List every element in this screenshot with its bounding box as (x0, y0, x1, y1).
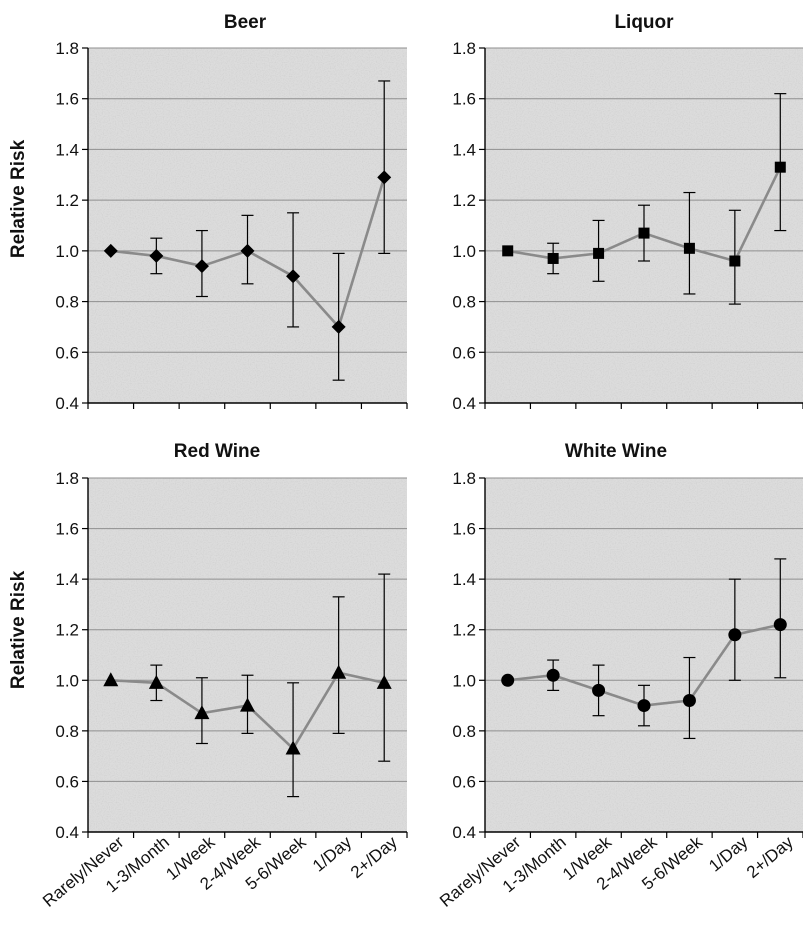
y-tick-label: 1.4 (55, 140, 79, 159)
data-point (592, 683, 606, 697)
y-tick-label: 1.6 (452, 520, 476, 539)
data-point (683, 242, 695, 254)
data-point (194, 259, 209, 274)
data-point (638, 227, 650, 239)
y-tick-label: 1.8 (55, 39, 79, 58)
y-tick-label: 0.6 (452, 772, 476, 791)
y-tick-label: 0.4 (452, 823, 476, 842)
data-point (682, 694, 696, 708)
y-tick-label: 0.8 (452, 293, 476, 312)
data-point (331, 664, 347, 679)
y-tick-label: 1.6 (55, 90, 79, 109)
y-tick-label: 0.6 (55, 343, 79, 362)
y-tick-label: 0.4 (55, 394, 79, 413)
y-tick-label: 1.0 (55, 671, 79, 690)
data-point (637, 699, 651, 713)
y-tick-label: 1.2 (55, 191, 79, 210)
data-point (501, 673, 515, 687)
y-tick-label: 1.4 (452, 140, 476, 159)
y-tick-label: 1.4 (452, 570, 476, 589)
panel-red-wine: Red Wine Relative Risk 0.4 0.6 0.8 1.0 1.2 1.… (8, 441, 408, 911)
y-axis-label: Relative Risk (8, 570, 29, 689)
y-tick-label: 0.8 (55, 293, 79, 312)
data-point (502, 245, 514, 257)
panel-liquor: Liquor 0.4 0.6 0.8 1.0 1.2 1.4 1.6 1.8 (452, 12, 803, 413)
y-tick-label: 1.8 (55, 469, 79, 488)
panel-title: Red Wine (174, 441, 260, 462)
y-tick-label: 1.4 (55, 570, 79, 589)
panel-white-wine: White Wine 0.40.60.81.01.21.41.61.8Rarel… (436, 441, 803, 911)
y-tick-label: 1.6 (55, 520, 79, 539)
y-tick-label: 1.0 (452, 242, 476, 261)
data-point (103, 672, 119, 687)
error-bar (287, 682, 300, 798)
data-point (194, 705, 210, 720)
y-tick-label: 0.4 (452, 394, 476, 413)
data-point (774, 161, 786, 173)
plot-texture (485, 478, 803, 832)
y-tick-label: 1.0 (452, 671, 476, 690)
panel-title: Liquor (614, 12, 674, 33)
data-point (593, 247, 605, 259)
y-tick-label: 0.8 (452, 722, 476, 741)
data-point (377, 170, 392, 185)
data-point (240, 697, 255, 712)
y-tick-label: 0.6 (452, 343, 476, 362)
y-tick-label: 1.2 (55, 621, 79, 640)
y-tick-label: 1.8 (452, 469, 476, 488)
y-tick-label: 1.2 (452, 621, 476, 640)
data-point (103, 243, 118, 258)
data-point (240, 243, 255, 258)
x-tick-label: 2+/Day (743, 832, 797, 882)
data-point (547, 252, 559, 264)
data-point (773, 618, 787, 632)
data-point (286, 269, 301, 284)
plot-texture (88, 478, 407, 832)
x-tick-label: 2+/Day (347, 832, 401, 882)
panel-beer: Beer Relative Risk 0.4 0.6 0.8 1.0 1.2 1.4 1.6… (8, 12, 408, 413)
panel-title: Beer (224, 12, 267, 33)
data-point (148, 674, 164, 689)
y-tick-label: 1.2 (452, 191, 476, 210)
error-bar (332, 252, 345, 381)
y-tick-label: 0.4 (55, 823, 79, 842)
data-point (376, 674, 392, 689)
error-bar (378, 80, 391, 254)
data-point (729, 255, 741, 267)
data-point (546, 668, 560, 682)
y-tick-label: 0.8 (55, 722, 79, 741)
data-point (728, 628, 742, 642)
data-point (331, 319, 346, 334)
y-tick-label: 1.0 (55, 242, 79, 261)
panel-title: White Wine (565, 441, 667, 462)
y-axis-label: Relative Risk (8, 139, 29, 258)
y-tick-label: 1.6 (452, 90, 476, 109)
y-tick-label: 1.8 (452, 39, 476, 58)
data-point (149, 248, 164, 263)
data-point (285, 740, 301, 755)
error-bar (378, 573, 391, 762)
y-tick-label: 0.6 (55, 772, 79, 791)
